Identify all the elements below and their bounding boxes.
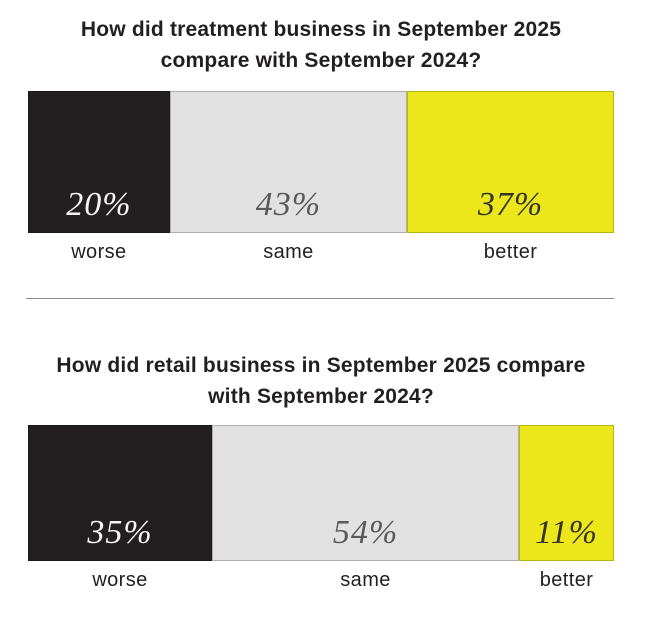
segment-value: 54% <box>332 514 399 551</box>
bar-segment-worse: 35% <box>28 425 212 561</box>
segment-label-better: better <box>483 241 538 263</box>
section-divider <box>26 298 614 299</box>
bar-segment-better: 11% <box>519 425 614 561</box>
segment-label-better: better <box>539 569 594 591</box>
chart-title: How did treatment business in September … <box>28 14 614 76</box>
chart-title-line: with September 2024? <box>208 385 434 408</box>
segment-value: 11% <box>535 514 598 551</box>
segment-value: 37% <box>477 186 544 223</box>
chart-title-line: How did treatment business in September … <box>80 18 562 41</box>
bar-category-labels: worse same better <box>28 241 614 264</box>
bar-segment-better: 37% <box>407 91 614 233</box>
segment-value: 43% <box>255 186 322 223</box>
bar-segment-worse: 20% <box>28 91 170 233</box>
chart-title-line: compare with September 2024? <box>160 49 482 72</box>
bar-segment-same: 43% <box>169 91 408 233</box>
chart-title: How did retail business in September 202… <box>28 350 614 412</box>
stacked-bar: 35% 54% 11% <box>28 425 614 561</box>
chart-title-line: How did retail business in September 202… <box>56 354 586 377</box>
segment-label-same: same <box>340 569 391 591</box>
segment-value: 35% <box>87 514 153 551</box>
segment-value: 20% <box>66 186 132 223</box>
retail-business-chart: How did retail business in September 202… <box>28 350 614 592</box>
treatment-business-chart: How did treatment business in September … <box>28 14 614 264</box>
bar-category-labels: worse same better <box>28 569 614 592</box>
segment-label-same: same <box>263 241 314 263</box>
survey-infographic: How did treatment business in September … <box>26 14 614 592</box>
stacked-bar: 20% 43% 37% <box>28 91 614 233</box>
segment-label-worse: worse <box>71 241 127 263</box>
bar-segment-same: 54% <box>212 425 520 561</box>
segment-label-worse: worse <box>92 569 148 591</box>
